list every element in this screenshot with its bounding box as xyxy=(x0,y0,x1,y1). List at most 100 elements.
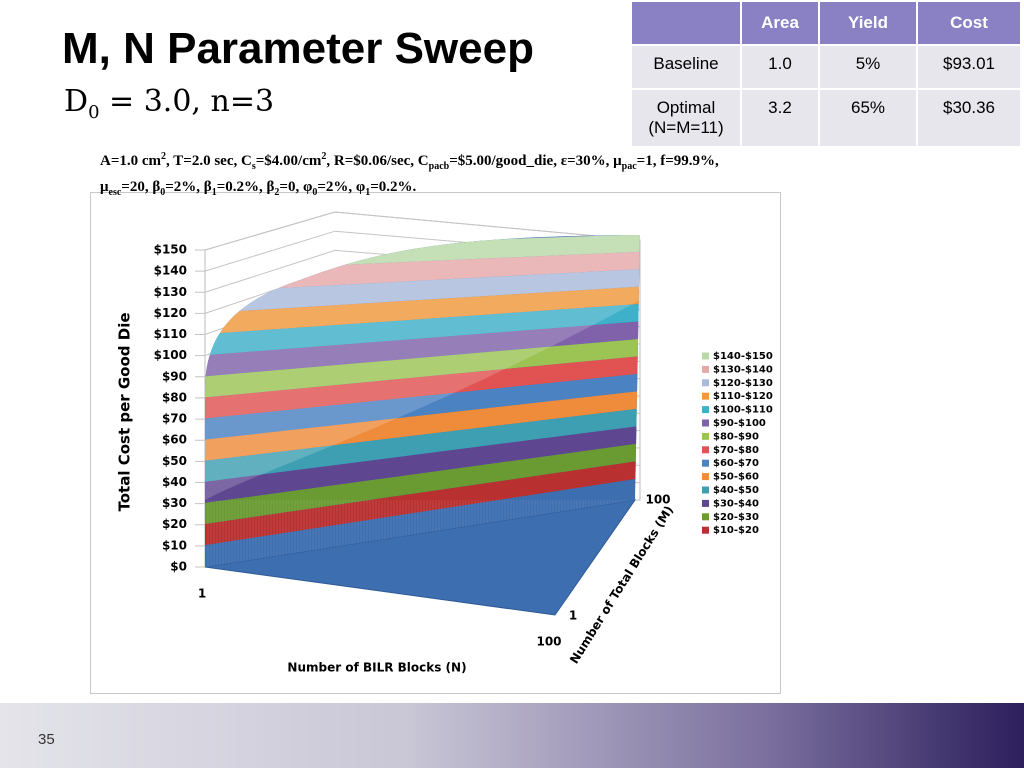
y-tick-label: 100 xyxy=(645,493,670,507)
z-tick-label: $80 xyxy=(162,390,187,404)
table-row: Optimal (N=M=11) 3.2 65% $30.36 xyxy=(630,88,1022,148)
cell: $93.01 xyxy=(916,44,1022,90)
legend-label: $20-$30 xyxy=(713,512,759,523)
text-run: μ xyxy=(100,179,109,195)
legend-swatch xyxy=(702,432,709,440)
surface-band xyxy=(205,320,640,377)
legend-swatch xyxy=(702,446,709,454)
subscript: s xyxy=(251,161,256,172)
legend-label: $30-$40 xyxy=(713,498,759,509)
chart-frame xyxy=(90,192,781,694)
parameters: A=1.0 cm2, T=2.0 sec, Cs=$4.00/cm2, R=$0… xyxy=(100,146,719,203)
z-tick-label: $30 xyxy=(162,496,187,510)
surface-band xyxy=(205,424,640,504)
parameter-line: μesc=20, β0=2%, β1=0.2%, β2=0, φ0=2%, φ1… xyxy=(100,177,719,203)
z-tick-label: $50 xyxy=(162,454,187,468)
z-tick-label: $90 xyxy=(162,369,187,383)
legend-label: $80-$90 xyxy=(713,431,759,442)
superscript: 2 xyxy=(321,151,327,162)
z-tick-label: $60 xyxy=(162,433,187,447)
legend-label: $10-$20 xyxy=(713,525,759,536)
legend-swatch xyxy=(702,406,709,414)
z-tick-label: $70 xyxy=(162,412,187,426)
text-run: =0, φ xyxy=(279,179,313,195)
legend-label: $40-$50 xyxy=(713,485,759,496)
subscript: 0 xyxy=(312,187,318,198)
header-cell: Area xyxy=(740,0,820,46)
legend-label: $110-$120 xyxy=(713,391,773,402)
legend-label: $70-$80 xyxy=(713,445,759,456)
z-tick-label: $40 xyxy=(162,475,187,489)
z-axis-label: Total Cost per Good Die xyxy=(116,312,134,511)
subscript: 1 xyxy=(365,187,371,198)
parameter-line: A=1.0 cm2, T=2.0 sec, Cs=$4.00/cm2, R=$0… xyxy=(100,146,719,177)
surface-band xyxy=(205,390,640,462)
cell: Optimal (N=M=11) xyxy=(630,88,742,148)
z-tick-label: $20 xyxy=(162,517,187,531)
header-cell: Cost xyxy=(916,0,1022,46)
text-run: =2%, φ xyxy=(317,179,366,195)
surface-band xyxy=(205,407,640,483)
text-run: =1, f=99.9%, xyxy=(636,153,719,169)
legend-swatch xyxy=(702,526,709,534)
surface-band xyxy=(205,442,640,525)
text-run: =20, β xyxy=(121,179,161,195)
z-tick-label: $150 xyxy=(154,243,187,257)
text-run: =0.2%, β xyxy=(216,179,275,195)
cell: 65% xyxy=(818,88,918,148)
subscript: 0 xyxy=(160,187,166,198)
text-run: A=1.0 cm xyxy=(100,153,162,169)
surface-band xyxy=(205,372,640,441)
text-run: =2%, β xyxy=(165,179,212,195)
text-run: =$5.00/good_die, ε=30%, μ xyxy=(449,153,622,169)
z-tick-label: $140 xyxy=(154,264,187,278)
y-tick-label: 1 xyxy=(569,609,577,623)
legend-label: $50-$60 xyxy=(713,472,759,483)
x-tick-label: 1 xyxy=(198,587,206,601)
z-tick-label: $130 xyxy=(154,285,187,299)
table-row: Baseline 1.0 5% $93.01 xyxy=(630,44,1022,90)
grid-line xyxy=(195,211,641,251)
header-cell xyxy=(630,0,742,46)
legend-swatch xyxy=(702,392,709,400)
cell: Baseline xyxy=(630,44,742,90)
subscript: 2 xyxy=(274,187,280,198)
slide-subtitle: D0 = 3.0, n=3 xyxy=(64,84,274,123)
subscript: 0 xyxy=(88,102,100,123)
legend-swatch xyxy=(702,486,709,494)
cell: $30.36 xyxy=(916,88,1022,148)
text-run: , R=$0.06/sec, C xyxy=(326,153,429,169)
z-tick-label: $120 xyxy=(154,306,187,320)
legend-label: $100-$110 xyxy=(713,405,773,416)
x-tick-label: 100 xyxy=(536,635,561,649)
text-run: , T=2.0 sec, C xyxy=(166,153,252,169)
header-cell: Yield xyxy=(818,0,918,46)
z-tick-label: $0 xyxy=(170,560,187,574)
legend-swatch xyxy=(702,365,709,373)
superscript: 2 xyxy=(161,151,167,162)
z-tick-label: $10 xyxy=(162,538,187,552)
legend-swatch xyxy=(702,513,709,521)
legend-label: $90-$100 xyxy=(713,418,766,429)
subscript: esc xyxy=(108,187,122,198)
text-run: D xyxy=(64,84,89,119)
legend-swatch xyxy=(702,352,709,360)
z-tick-label: $100 xyxy=(154,348,187,362)
legend-swatch xyxy=(702,499,709,507)
x-axis-label: Number of BILR Blocks (N) xyxy=(287,661,466,675)
legend-swatch xyxy=(702,419,709,427)
legend-label: $120-$130 xyxy=(713,378,773,389)
legend-swatch xyxy=(702,459,709,467)
cell: 1.0 xyxy=(740,44,820,90)
surface-band xyxy=(205,355,640,420)
cell: 5% xyxy=(818,44,918,90)
slide-title: M, N Parameter Sweep xyxy=(62,24,534,73)
legend-label: $60-$70 xyxy=(713,458,759,469)
legend-label: $130-$140 xyxy=(713,364,773,375)
page-number: 35 xyxy=(38,731,55,748)
z-tick-label: $110 xyxy=(154,327,187,341)
results-table: Area Yield Cost Baseline 1.0 5% $93.01 O… xyxy=(630,0,1022,148)
cell: 3.2 xyxy=(740,88,820,148)
text-run: =$4.00/cm xyxy=(255,153,322,169)
